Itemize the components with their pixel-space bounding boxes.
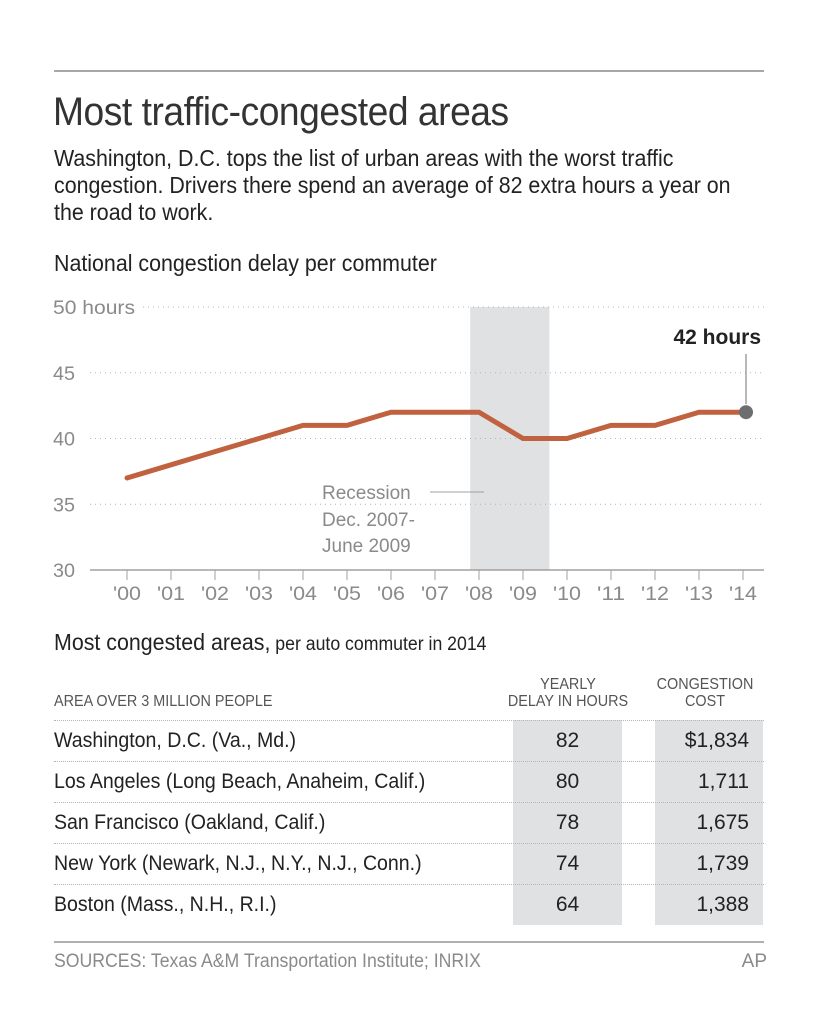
column-header-delay-line2: DELAY IN HOURS [507,693,629,710]
column-header-cost: CONGESTION COST [656,676,755,710]
table-title-main: Most congested areas, [54,629,271,655]
delay-series-line [124,409,746,481]
column-header-delay-line1: YEARLY [540,676,596,693]
table-row: Los Angeles (Long Beach, Anaheim, Calif.… [54,761,764,802]
y-tick-label: 45 [53,364,75,385]
x-tick-label: '11 [597,584,625,605]
row-divider [54,720,764,721]
delay-hours: 82 [555,729,580,752]
column-header-area: AREA OVER 3 MILLION PEOPLE [54,693,273,710]
y-tick-label: 40 [53,430,75,451]
x-tick-label: '13 [685,584,713,605]
x-tick-label: '12 [641,584,669,605]
recession-label: Dec. 2007- [322,510,415,531]
congestion-cost: $1,834 [684,729,749,752]
area-name: San Francisco (Oakland, Calif.) [54,811,326,834]
congestion-cost: 1,388 [696,893,749,916]
intro-text: Washington, D.C. tops the list of urban … [54,145,731,225]
table-row: Boston (Mass., N.H., R.I.) 64 1,388 [54,884,764,925]
table-row: Washington, D.C. (Va., Md.) 82 $1,834 [54,720,764,761]
bottom-rule [54,941,764,943]
x-tick-label: '02 [201,584,229,605]
congestion-cost: 1,675 [696,811,749,834]
x-tick-label: '00 [113,584,141,605]
delay-hours: 80 [555,770,580,793]
congestion-cost: 1,739 [696,852,749,875]
sources-credit: SOURCES: Texas A&M Transportation Instit… [54,951,481,972]
x-tick-label: '08 [465,584,493,605]
row-divider [54,843,764,844]
congestion-cost: 1,711 [698,770,749,793]
x-tick-label: '14 [729,584,757,605]
page-title: Most traffic-congested areas [53,90,509,134]
endpoint-annotation: 42 hours [673,326,761,349]
recession-label: Recession [322,483,411,504]
y-tick-label: 35 [53,495,75,516]
chart-title: National congestion delay per commuter [54,250,437,276]
delay-hours: 64 [555,893,580,916]
column-header-cost-line1: CONGESTION [656,676,754,693]
line-chart: 30 35 40 45 50 hours '00 '01 '02 '03 '04 '05 '06 '07… [53,298,764,605]
endpoint-marker [739,405,753,420]
area-name: Washington, D.C. (Va., Md.) [54,729,297,752]
row-divider [54,761,764,762]
top-rule [54,70,764,72]
area-name: New York (Newark, N.J., N.Y., N.J., Conn… [54,852,422,875]
recession-label: June 2009 [322,536,411,557]
x-tick-label: '09 [509,584,537,605]
delay-hours: 74 [555,852,580,875]
delay-hours: 78 [555,811,580,834]
table-row: San Francisco (Oakland, Calif.) 78 1,675 [54,802,764,843]
x-tick-label: '03 [245,584,273,605]
x-tick-label: '10 [553,584,581,605]
area-name: Boston (Mass., N.H., R.I.) [54,893,277,916]
column-header-cost-line2: COST [684,693,725,710]
delay-column-shade [513,720,622,925]
x-tick-label: '05 [333,584,361,605]
area-name: Los Angeles (Long Beach, Anaheim, Calif.… [54,770,426,793]
x-tick-label: '07 [421,584,449,605]
x-tick-label: '01 [157,584,185,605]
table-row: New York (Newark, N.J., N.Y., N.J., Conn… [54,843,764,884]
x-tick-label: '06 [377,584,405,605]
table-title: Most congested areas, per auto commuter … [54,629,486,656]
row-divider [54,802,764,803]
agency-credit: AP [741,951,767,972]
table-subtitle: per auto commuter in 2014 [270,634,487,655]
y-tick-label: 50 hours [53,298,135,319]
row-divider [54,884,764,885]
y-tick-label: 30 [53,561,75,582]
column-header-delay: YEARLY DELAY IN HOURS [505,676,631,710]
cost-column-shade [655,720,763,925]
x-tick-label: '04 [289,584,317,605]
